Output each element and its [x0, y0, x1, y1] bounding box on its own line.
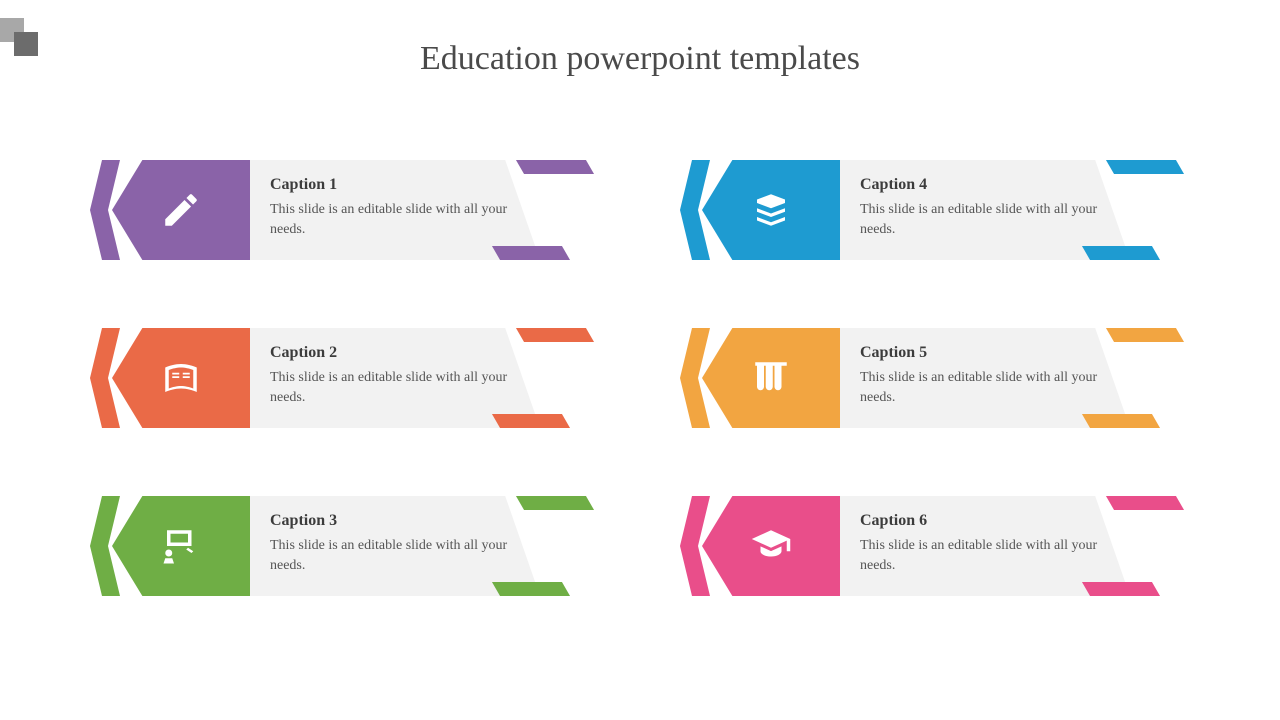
text-box: Caption 1 This slide is an editable slid… — [250, 160, 540, 260]
caption-label: Caption 6 — [860, 512, 1110, 530]
openbook-icon — [160, 357, 202, 399]
icon-arrow-block — [702, 496, 840, 596]
right-accent — [520, 328, 590, 428]
gradcap-icon — [750, 525, 792, 567]
info-item: Caption 1 This slide is an editable slid… — [90, 150, 600, 270]
caption-desc: This slide is an editable slide with all… — [270, 536, 520, 575]
info-item: Caption 6 This slide is an editable slid… — [680, 486, 1190, 606]
caption-desc: This slide is an editable slide with all… — [270, 368, 520, 407]
teacher-icon — [160, 525, 202, 567]
icon-arrow-block — [702, 160, 840, 260]
caption-desc: This slide is an editable slide with all… — [270, 200, 520, 239]
caption-label: Caption 3 — [270, 512, 520, 530]
info-item: Caption 4 This slide is an editable slid… — [680, 150, 1190, 270]
info-item: Caption 2 This slide is an editable slid… — [90, 318, 600, 438]
books-icon — [750, 189, 792, 231]
text-box: Caption 3 This slide is an editable slid… — [250, 496, 540, 596]
caption-label: Caption 5 — [860, 344, 1110, 362]
info-item: Caption 5 This slide is an editable slid… — [680, 318, 1190, 438]
right-accent — [520, 496, 590, 596]
caption-label: Caption 1 — [270, 176, 520, 194]
text-box: Caption 4 This slide is an editable slid… — [840, 160, 1130, 260]
right-accent — [1110, 496, 1180, 596]
caption-desc: This slide is an editable slide with all… — [860, 536, 1110, 575]
items-grid: Caption 1 This slide is an editable slid… — [90, 150, 1190, 606]
caption-label: Caption 2 — [270, 344, 520, 362]
icon-arrow-block — [112, 496, 250, 596]
icon-arrow-block — [112, 160, 250, 260]
icon-arrow-block — [112, 328, 250, 428]
pencil-icon — [160, 189, 202, 231]
page-title: Education powerpoint templates — [0, 40, 1280, 78]
text-box: Caption 2 This slide is an editable slid… — [250, 328, 540, 428]
caption-label: Caption 4 — [860, 176, 1110, 194]
right-accent — [1110, 328, 1180, 428]
testtubes-icon — [750, 357, 792, 399]
text-box: Caption 6 This slide is an editable slid… — [840, 496, 1130, 596]
info-item: Caption 3 This slide is an editable slid… — [90, 486, 600, 606]
caption-desc: This slide is an editable slide with all… — [860, 200, 1110, 239]
right-accent — [520, 160, 590, 260]
caption-desc: This slide is an editable slide with all… — [860, 368, 1110, 407]
icon-arrow-block — [702, 328, 840, 428]
text-box: Caption 5 This slide is an editable slid… — [840, 328, 1130, 428]
right-accent — [1110, 160, 1180, 260]
